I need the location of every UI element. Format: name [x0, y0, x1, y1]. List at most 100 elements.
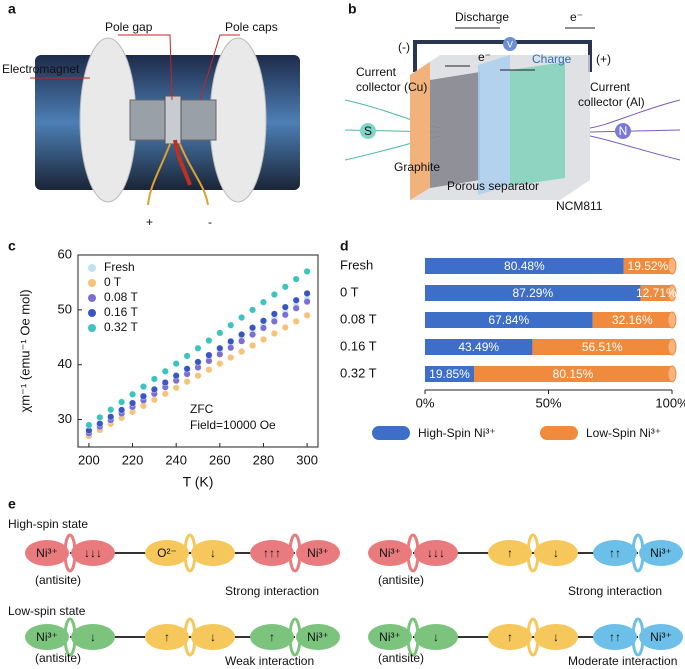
y-tick-label: 50: [58, 301, 72, 316]
cathode: [510, 62, 565, 186]
legend-label: High-Spin Ni³⁺: [418, 426, 496, 440]
label: Charge: [532, 52, 572, 66]
data-point: [118, 398, 126, 406]
data-point: [227, 354, 235, 362]
bar-segment: [425, 339, 533, 355]
data-point: [281, 303, 289, 311]
bar-segment: [425, 258, 624, 274]
orbital-node: [288, 617, 302, 657]
antisite-note: (antisite): [35, 573, 81, 587]
data-point: [281, 323, 289, 331]
orbital-lobe: [191, 624, 235, 650]
data-point: [161, 367, 169, 375]
data-point: [292, 317, 300, 325]
orbital-lobe: [639, 624, 683, 650]
y-tick-label: 40: [58, 356, 72, 371]
bar-cap: [667, 365, 677, 383]
data-point: [238, 337, 246, 345]
data-point: [85, 421, 93, 429]
orbital-label: Ni³⁺: [650, 546, 672, 560]
orbital-lobe: [534, 540, 578, 566]
data-point: [303, 267, 311, 275]
x-tick-label: 200: [78, 452, 100, 467]
data-point: [227, 337, 235, 345]
label: S: [364, 124, 372, 138]
interaction-label: Strong interaction: [225, 584, 319, 598]
data-point: [249, 306, 257, 314]
orbital-label: ↓: [553, 630, 559, 644]
magnet-disk: [209, 37, 267, 203]
orbital-label: ↓: [553, 546, 559, 560]
legend-label: Fresh: [104, 260, 135, 274]
y-tick-label: 0.16 T: [340, 338, 377, 353]
annotation: Field=10000 Oe: [190, 418, 276, 432]
value-label: 43.49%: [458, 340, 499, 354]
data-point: [270, 317, 278, 325]
legend-swatch: [540, 426, 578, 440]
label: (-): [398, 40, 410, 54]
value-label: 67.84%: [488, 313, 529, 327]
panel-a: a Electromagnet Pole gap Pole caps + -: [2, 1, 300, 229]
bar-cap: [667, 284, 677, 302]
label: collector (Al): [578, 95, 645, 109]
data-point: [259, 335, 267, 343]
state-label: Low-spin state: [8, 604, 86, 618]
data-point: [270, 329, 278, 337]
data-point: [281, 283, 289, 291]
value-label: 19.85%: [429, 367, 470, 381]
x-tick-label: 280: [253, 452, 275, 467]
antisite-note: (antisite): [378, 573, 424, 587]
data-point: [194, 372, 202, 380]
data-point: [96, 413, 104, 421]
orbital-node: [63, 617, 77, 657]
orbital-lobe: [534, 624, 578, 650]
data-point: [259, 324, 267, 332]
data-point: [249, 331, 257, 339]
bar-segment: [474, 366, 672, 382]
orbital-lobe: [368, 540, 412, 566]
panel-label: a: [8, 1, 16, 17]
value-label: 12.71%: [636, 286, 677, 300]
value-label: 87.29%: [512, 286, 553, 300]
bar-segment: [425, 312, 593, 328]
value-label: 80.15%: [553, 367, 594, 381]
data-point: [292, 304, 300, 312]
state-label: High-spin state: [8, 517, 88, 531]
data-point: [259, 317, 267, 325]
y-tick-label: 0 T: [340, 284, 359, 299]
orbital-node: [526, 533, 540, 573]
data-point: [292, 275, 300, 283]
leader-line: [30, 34, 240, 101]
bar-cap: [667, 311, 677, 329]
orbital-lobe: [71, 540, 115, 566]
x-tick-label: 260: [209, 452, 231, 467]
data-point: [118, 406, 126, 414]
magnet-disk: [79, 37, 137, 203]
separator: [478, 55, 510, 195]
label: e⁻: [478, 50, 491, 64]
wire: [147, 143, 209, 206]
orbital-lobe: [639, 540, 683, 566]
label: collector (Cu): [356, 80, 427, 94]
orbital-label: ↑: [507, 546, 513, 560]
voltmeter: [503, 37, 517, 51]
y-tick-label: 30: [58, 411, 72, 426]
legend-label: 0.08 T: [104, 290, 138, 304]
data-point: [303, 289, 311, 297]
orbital-lobe: [145, 540, 189, 566]
orbital-label: Ni³⁺: [379, 546, 401, 560]
label: Porous separator: [447, 179, 539, 193]
x-axis-label: T (K): [183, 474, 214, 490]
x-tick-label: 220: [122, 452, 144, 467]
label: Electromagnet: [2, 62, 80, 76]
wire: [173, 139, 192, 186]
pole-n: [615, 123, 631, 139]
orbital-label: O²⁻: [157, 546, 177, 560]
label: e⁻: [570, 10, 583, 24]
y-axis-label: χm⁻¹ (emu⁻¹ Oe mol): [17, 289, 32, 412]
bar-segment: [425, 366, 475, 382]
x-tick-label: 0%: [416, 395, 435, 410]
graphite: [430, 72, 480, 188]
data-point: [216, 329, 224, 337]
